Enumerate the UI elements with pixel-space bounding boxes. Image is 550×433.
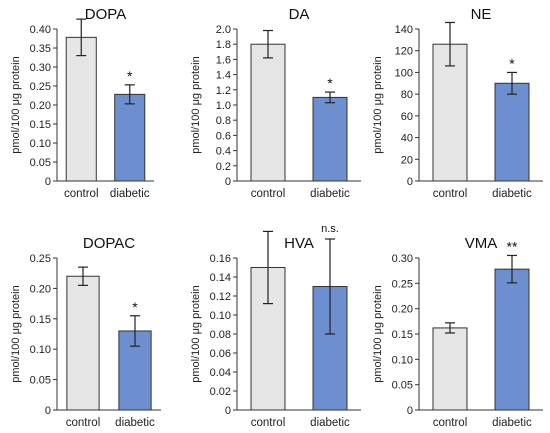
y-tick-label: 0.14 <box>210 272 231 284</box>
y-tick-label: 60 <box>401 111 413 123</box>
y-axis-title: pmol/100 μg protein <box>10 285 22 382</box>
y-tick-label: 0.6 <box>216 130 231 142</box>
y-tick-label: 0.12 <box>210 291 231 303</box>
y-tick-label: 0 <box>45 176 51 188</box>
chart-panel-vma: VMA pmol/100 μg protein 0 0.05 0.10 0.15 0.20 0… <box>372 235 543 429</box>
bar-diabetic <box>114 93 146 182</box>
significance-marker: * <box>509 55 515 71</box>
y-tick-label: 0.2 <box>216 161 231 173</box>
x-category-label: control <box>433 188 468 200</box>
y-tick-label: 0 <box>225 176 231 188</box>
y-tick-label: 1.0 <box>216 100 231 112</box>
bar-control <box>65 36 97 182</box>
bar-control <box>432 43 468 182</box>
y-tick-label: 0.16 <box>210 253 231 265</box>
chart-title: DOPAC <box>83 235 135 252</box>
y-tick-label: 0.20 <box>392 304 413 316</box>
y-tick-label: 0.02 <box>210 386 231 398</box>
y-tick-label: 0.05 <box>30 157 51 169</box>
y-tick-label: 0.10 <box>392 354 413 366</box>
y-tick-label: 120 <box>395 46 413 58</box>
x-category-label: diabetic <box>110 188 150 200</box>
y-tick-label: 0 <box>407 405 413 417</box>
x-category-label: control <box>251 188 286 200</box>
significance-marker: n.s. <box>321 223 339 235</box>
x-category-label: diabetic <box>492 188 532 200</box>
y-tick-label: 1.6 <box>216 54 231 66</box>
y-axis-title: pmol/100 μg protein <box>372 56 384 153</box>
y-tick-label: 0 <box>45 405 51 417</box>
y-tick-label: 0.30 <box>392 253 413 265</box>
chart-panel-ne: NE pmol/100 μg protein 0 20 40 60 80 100 120 140 c… <box>372 6 543 200</box>
y-tick-label: 20 <box>401 154 413 166</box>
y-tick-label: 0.35 <box>30 43 51 55</box>
y-tick-label: 0.30 <box>30 62 51 74</box>
y-tick-label: 80 <box>401 89 413 101</box>
chart-title: NE <box>471 6 492 23</box>
y-tick-label: 0.05 <box>30 375 51 387</box>
chart-title: HVA <box>284 235 314 252</box>
chart-title: DA <box>289 6 310 23</box>
chart-panel-dopa: DOPA pmol/100 μg protein 0 0.05 0.10 0.15 0.20… <box>10 6 154 200</box>
y-tick-label: 0.08 <box>210 329 231 341</box>
y-tick-label: 1.2 <box>216 85 231 97</box>
y-tick-label: 0.04 <box>210 367 231 379</box>
x-category-label: diabetic <box>310 188 350 200</box>
y-axis-title: pmol/100 μg protein <box>10 56 22 153</box>
chart-title: VMA <box>465 235 498 252</box>
x-category-label: diabetic <box>115 417 155 429</box>
x-category-label: control <box>66 417 101 429</box>
bar-control <box>250 43 286 182</box>
y-tick-label: 2.0 <box>216 24 231 36</box>
y-tick-label: 0.15 <box>30 314 51 326</box>
y-tick-label: 0.15 <box>30 119 51 131</box>
y-axis-title: pmol/100 μg protein <box>190 56 202 153</box>
chart-panel-hva: HVA pmol/100 μg protein 0 0.02 0.04 0.06 0.08 0… <box>190 223 361 429</box>
y-tick-label: 0.8 <box>216 115 231 127</box>
y-tick-label: 40 <box>401 133 413 145</box>
y-tick-label: 0.05 <box>392 380 413 392</box>
significance-marker: * <box>132 299 138 315</box>
y-tick-label: 1.4 <box>216 70 231 82</box>
x-category-label: control <box>433 417 468 429</box>
y-tick-label: 0.25 <box>30 253 51 265</box>
y-tick-label: 0.10 <box>210 310 231 322</box>
x-category-label: diabetic <box>310 417 350 429</box>
y-tick-label: 0 <box>407 176 413 188</box>
bar-diabetic <box>312 96 348 182</box>
bar-control <box>432 327 468 411</box>
bar-diabetic <box>494 82 530 182</box>
significance-marker: * <box>327 75 333 91</box>
y-tick-label: 0.20 <box>30 283 51 295</box>
y-tick-label: 1.8 <box>216 39 231 51</box>
y-axis-title: pmol/100 μg protein <box>372 285 384 382</box>
chart-panel-da: DA pmol/100 μg protein 0 0.2 0.4 0.6 0.8 1.0 1.2… <box>190 6 361 200</box>
bar-control <box>66 275 100 411</box>
y-tick-label: 0.10 <box>30 344 51 356</box>
y-tick-label: 0 <box>225 405 231 417</box>
y-tick-label: 0.40 <box>30 24 51 36</box>
bar-diabetic <box>494 268 530 411</box>
y-tick-label: 0.15 <box>392 329 413 341</box>
chart-panel-dopac: DOPAC pmol/100 μg protein 0 0.05 0.10 0.15 0.2… <box>10 235 161 429</box>
y-tick-label: 100 <box>395 67 413 79</box>
y-tick-label: 0.10 <box>30 138 51 150</box>
y-tick-label: 0.06 <box>210 348 231 360</box>
y-tick-label: 0.25 <box>30 81 51 93</box>
x-category-label: control <box>64 188 99 200</box>
y-tick-label: 140 <box>395 24 413 36</box>
y-tick-label: 0.4 <box>216 146 231 158</box>
significance-marker: ** <box>507 238 518 254</box>
y-tick-label: 0.20 <box>30 100 51 112</box>
chart-title: DOPA <box>85 6 126 23</box>
x-category-label: diabetic <box>492 417 532 429</box>
x-category-label: control <box>251 417 286 429</box>
y-axis-title: pmol/100 μg protein <box>190 285 202 382</box>
significance-marker: * <box>127 68 133 84</box>
y-tick-label: 0.25 <box>392 278 413 290</box>
